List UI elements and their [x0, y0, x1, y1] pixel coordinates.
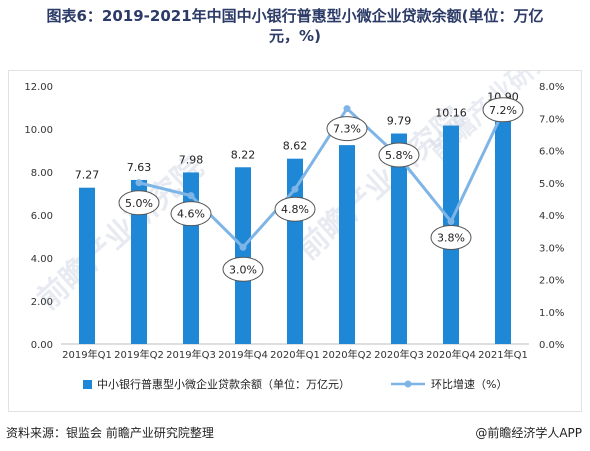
y-left-tick-label: 8.00	[31, 168, 53, 179]
y-left-tick-label: 0.00	[31, 340, 53, 351]
bar-value-label: 9.79	[387, 115, 412, 128]
growth-value-label: 7.3%	[333, 123, 361, 136]
bar-value-label: 7.27	[75, 169, 100, 182]
legend-line-label: 环比增速（%）	[431, 377, 507, 391]
growth-value-label: 3.8%	[437, 231, 465, 244]
growth-point	[239, 243, 247, 251]
growth-label-bubble	[170, 201, 212, 227]
legend-bar-label: 中小银行普惠型小微企业贷款余额（单位：万亿元）	[97, 377, 350, 391]
x-tick-label: 2019年Q3	[166, 348, 216, 361]
y-left-tick-label: 4.00	[31, 254, 53, 265]
y-left-tick-label: 12.00	[24, 82, 53, 93]
bar	[79, 187, 95, 344]
growth-point	[343, 105, 351, 113]
bar	[339, 145, 355, 344]
y-right-tick-label: 7.0%	[539, 114, 564, 125]
growth-value-label: 5.0%	[125, 197, 153, 210]
y-left-tick-label: 2.00	[31, 297, 53, 308]
bar-value-label: 8.22	[231, 148, 256, 161]
bar	[495, 109, 511, 345]
chart-title-line1: 图表6：2019-2021年中国中小银行普惠型小微企业贷款余额(单位：万亿	[46, 7, 544, 25]
growth-value-label: 7.2%	[489, 104, 517, 117]
y-left-tick-label: 6.00	[31, 211, 53, 222]
y-right-tick-label: 8.0%	[539, 82, 564, 93]
bar	[235, 167, 251, 344]
bar	[131, 179, 147, 344]
y-right-tick-label: 4.0%	[539, 211, 564, 222]
x-tick-label: 2021年Q1	[478, 348, 528, 361]
growth-label-bubble	[222, 256, 264, 282]
bar-value-label: 10.16	[435, 107, 467, 120]
bar-value-label: 7.63	[127, 161, 152, 174]
chart-title-line2: 元，%)	[269, 27, 321, 45]
y-right-tick-label: 0.0%	[539, 340, 564, 351]
x-tick-label: 2019年Q1	[62, 348, 112, 361]
growth-label-bubble	[378, 142, 420, 168]
chart-frame: 前瞻产业研究院前瞻产业研究院前瞻产业研究院0.002.004.006.008.0…	[8, 70, 582, 412]
legend-bar-swatch	[83, 380, 92, 389]
y-right-tick-label: 3.0%	[539, 243, 564, 254]
source-note: 资料来源：银监会 前瞻产业研究院整理	[6, 426, 214, 440]
bar-value-label: 8.62	[283, 140, 308, 153]
bar	[391, 133, 407, 344]
growth-point	[291, 185, 299, 193]
growth-point	[135, 179, 143, 187]
y-left-tick-label: 10.00	[24, 125, 53, 136]
x-tick-label: 2020年Q4	[426, 348, 476, 361]
y-right-tick-label: 5.0%	[539, 179, 564, 190]
x-tick-label: 2019年Q4	[218, 348, 268, 361]
growth-point	[187, 192, 195, 200]
bar-value-label: 7.98	[179, 153, 204, 166]
growth-label-bubble	[274, 196, 316, 222]
growth-value-label: 4.8%	[281, 203, 309, 216]
growth-label-bubble	[326, 116, 368, 142]
y-right-tick-label: 6.0%	[539, 147, 564, 158]
brand-credit: @前瞻经济学人APP	[475, 426, 582, 440]
x-tick-label: 2020年Q2	[322, 348, 372, 361]
growth-label-bubble	[118, 190, 160, 216]
x-tick-label: 2020年Q1	[270, 348, 320, 361]
y-right-tick-label: 1.0%	[539, 308, 564, 319]
legend-line-marker	[404, 380, 412, 388]
growth-point	[447, 217, 455, 225]
growth-value-label: 3.0%	[229, 263, 257, 276]
growth-value-label: 4.6%	[177, 208, 205, 221]
growth-label-bubble	[430, 224, 472, 250]
growth-label-bubble	[482, 97, 524, 123]
growth-value-label: 5.8%	[385, 149, 413, 162]
x-tick-label: 2020年Q3	[374, 348, 424, 361]
y-right-tick-label: 2.0%	[539, 276, 564, 287]
chart-title: 图表6：2019-2021年中国中小银行普惠型小微企业贷款余额(单位：万亿 元，…	[0, 6, 590, 46]
chart-canvas: 前瞻产业研究院前瞻产业研究院前瞻产业研究院0.002.004.006.008.0…	[24, 71, 579, 391]
x-tick-label: 2019年Q2	[114, 348, 164, 361]
